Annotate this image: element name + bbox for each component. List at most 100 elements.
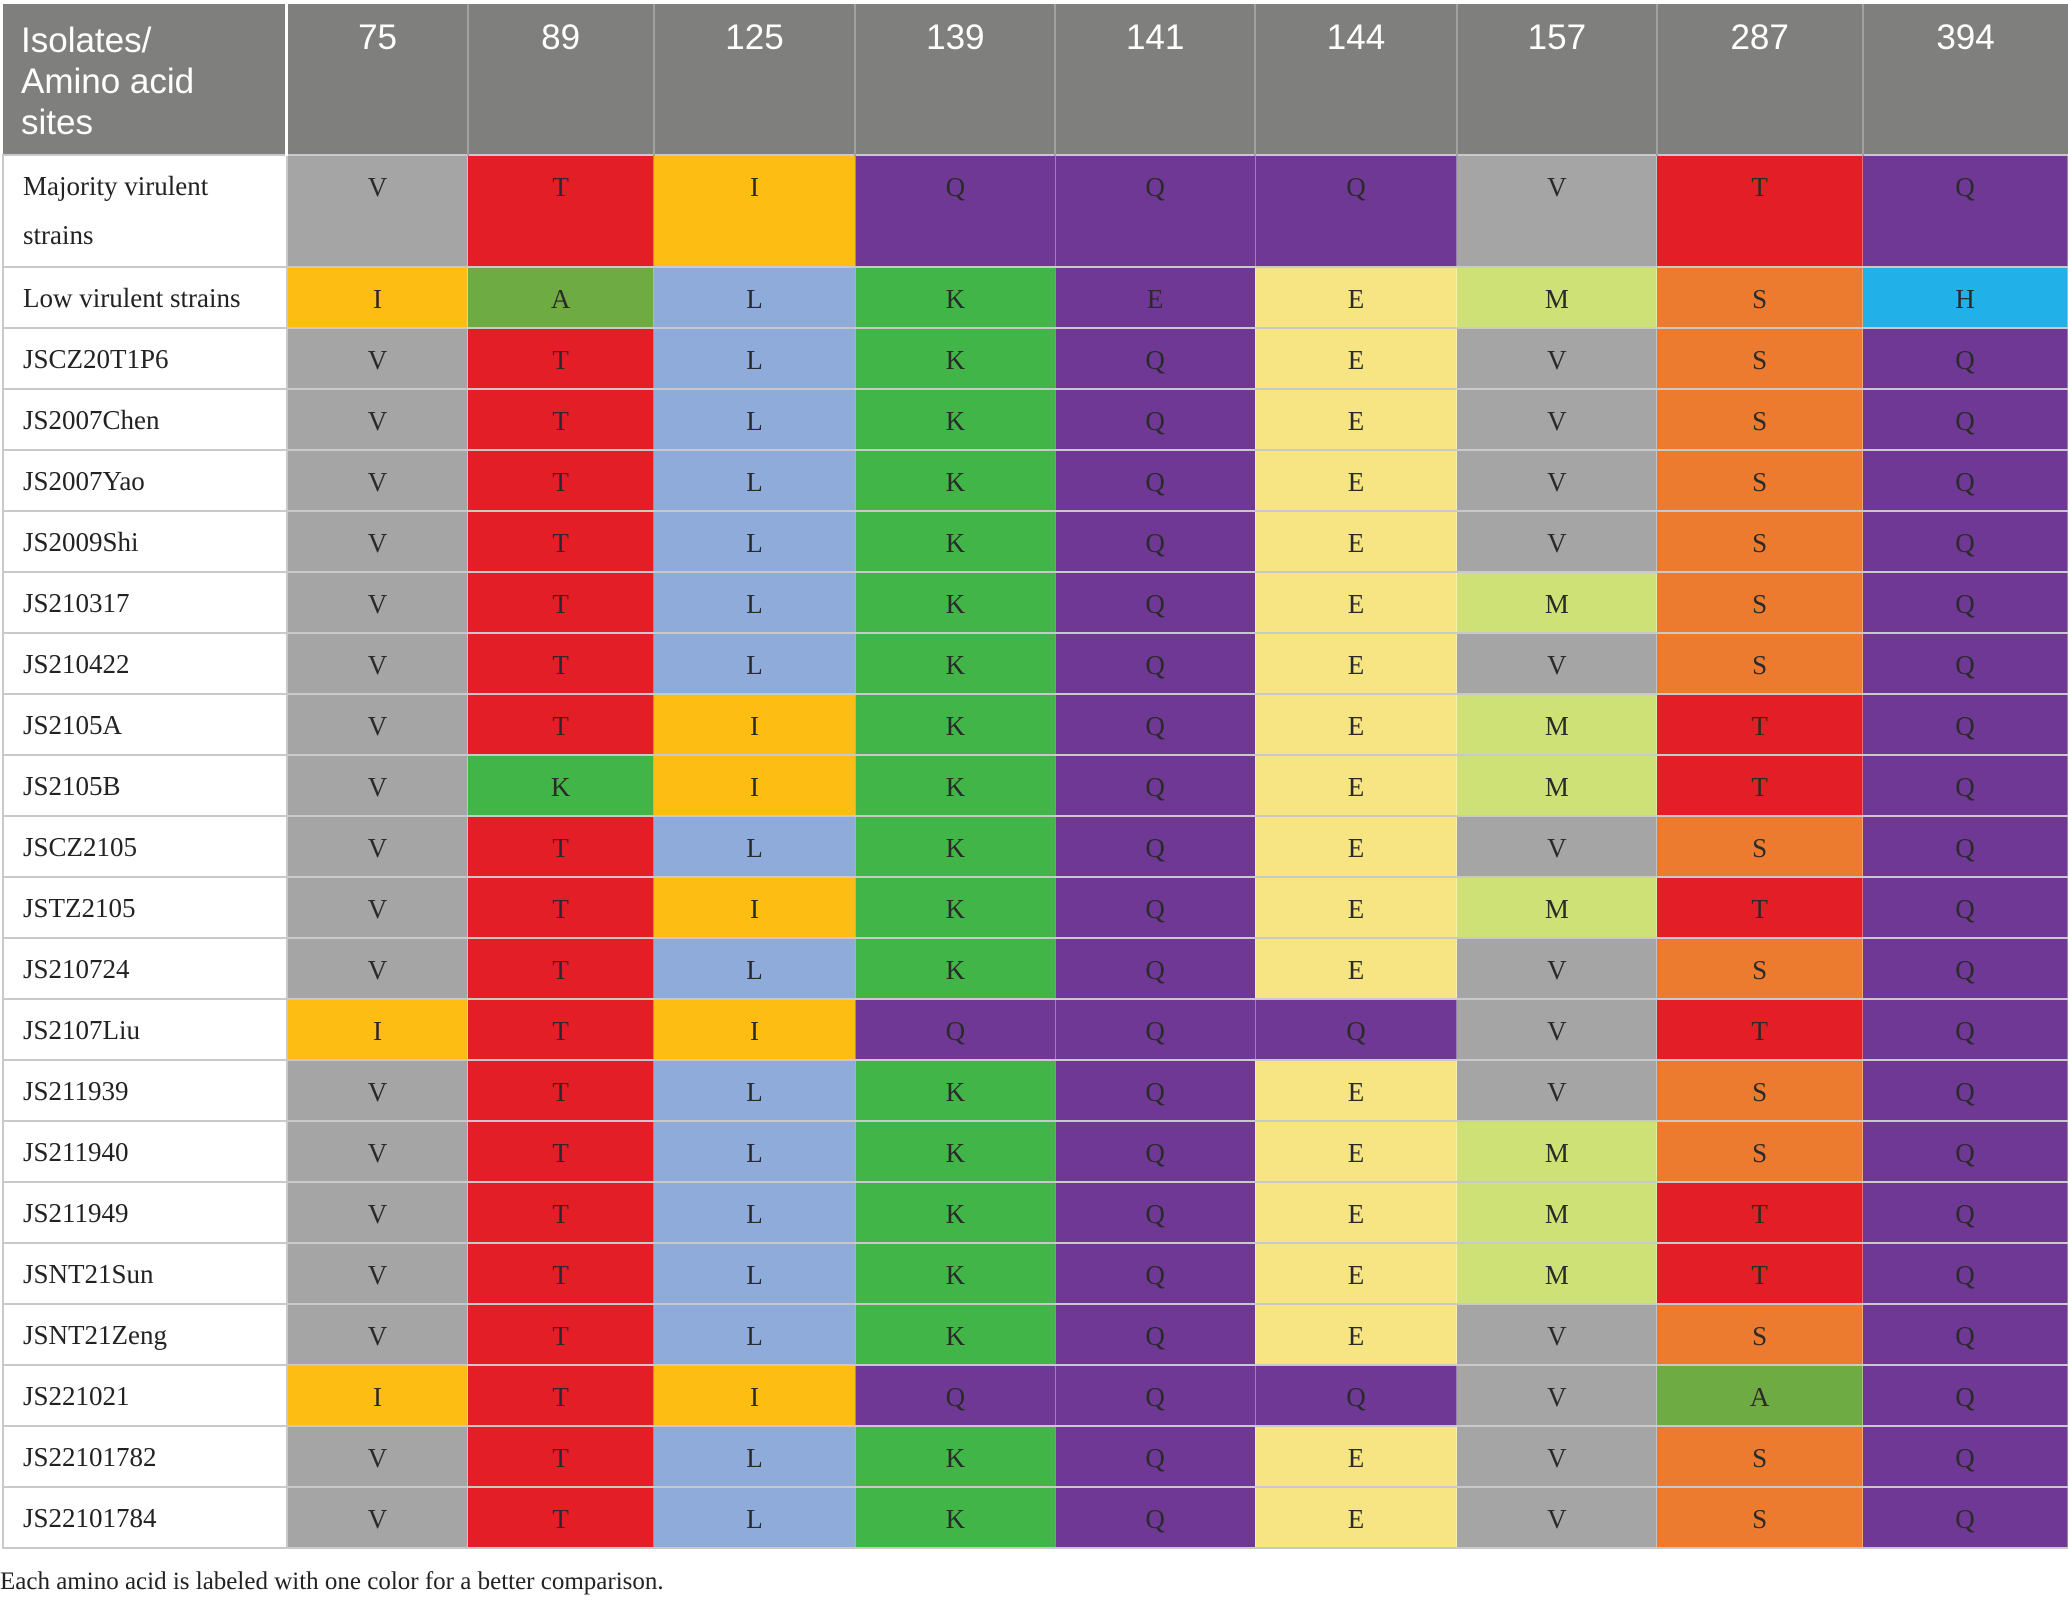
residue-cell: V: [286, 877, 469, 938]
table-row: JS22101782 V T L K Q E V S Q: [2, 1426, 2068, 1487]
residue-cell: Q: [1055, 1060, 1256, 1121]
isolate-name: JSCZ20T1P6: [2, 328, 288, 389]
residue-cell: E: [1255, 633, 1458, 694]
isolate-name: JS2105A: [2, 694, 288, 755]
residue-cell: S: [1656, 1060, 1864, 1121]
residue-cell: S: [1656, 572, 1864, 633]
residue-cell: Q: [1055, 633, 1256, 694]
residue-cell: E: [1255, 328, 1458, 389]
residue-cell: Q: [1055, 1243, 1256, 1304]
isolate-name: Majority virulent strains: [2, 155, 288, 267]
residue-cell: I: [653, 999, 856, 1060]
residue-cell: I: [653, 694, 856, 755]
table-row: JSCZ2105 V T L K Q E V S Q: [2, 816, 2068, 877]
table-row: Low virulent strains I A L K E E M S H: [2, 267, 2068, 328]
residue-cell: V: [1456, 511, 1658, 572]
residue-cell: V: [286, 328, 469, 389]
residue-cell: K: [855, 938, 1056, 999]
residue-cell: T: [467, 572, 655, 633]
residue-cell: Q: [1055, 938, 1256, 999]
site-header-89: 89: [467, 4, 655, 155]
table-row: JS2009Shi V T L K Q E V S Q: [2, 511, 2068, 572]
residue-cell: Q: [1055, 1121, 1256, 1182]
residue-cell: E: [1255, 755, 1458, 816]
residue-cell: L: [653, 1060, 856, 1121]
residue-cell: Q: [1055, 694, 1256, 755]
residue-cell: K: [855, 267, 1056, 328]
residue-cell: K: [855, 1182, 1056, 1243]
residue-cell: V: [286, 1060, 469, 1121]
residue-cell: T: [467, 328, 655, 389]
residue-cell: T: [467, 938, 655, 999]
residue-cell: H: [1862, 267, 2068, 328]
residue-cell: S: [1656, 1304, 1864, 1365]
residue-cell: V: [1456, 389, 1658, 450]
residue-cell: L: [653, 328, 856, 389]
residue-cell: M: [1456, 1121, 1658, 1182]
residue-cell: E: [1255, 572, 1458, 633]
residue-cell: Q: [855, 155, 1056, 267]
site-header-139: 139: [855, 4, 1057, 155]
residue-cell: Q: [1862, 450, 2068, 511]
residue-cell: S: [1656, 511, 1864, 572]
table-footnote: Each amino acid is labeled with one colo…: [0, 1568, 664, 1595]
residue-cell: V: [286, 155, 469, 267]
residue-cell: S: [1656, 1487, 1864, 1548]
residue-cell: V: [286, 1243, 469, 1304]
residue-cell: Q: [1862, 1365, 2068, 1426]
table-row: JSNT21Sun V T L K Q E M T Q: [2, 1243, 2068, 1304]
table-row: JS210422 V T L K Q E V S Q: [2, 633, 2068, 694]
table-row: JS211940 V T L K Q E M S Q: [2, 1121, 2068, 1182]
residue-cell: T: [467, 633, 655, 694]
residue-cell: S: [1656, 938, 1864, 999]
residue-cell: Q: [1862, 633, 2068, 694]
residue-cell: I: [653, 755, 856, 816]
residue-cell: S: [1656, 389, 1864, 450]
corner-header-line: Amino acid: [21, 62, 195, 101]
residue-cell: V: [1456, 633, 1658, 694]
residue-cell: V: [286, 1304, 469, 1365]
residue-cell: T: [467, 877, 655, 938]
residue-cell: Q: [1862, 1487, 2068, 1548]
residue-cell: E: [1255, 1121, 1458, 1182]
residue-cell: V: [286, 450, 469, 511]
residue-cell: K: [855, 694, 1056, 755]
residue-cell: L: [653, 1182, 856, 1243]
residue-cell: Q: [1055, 1182, 1256, 1243]
residue-cell: V: [286, 1487, 469, 1548]
residue-cell: T: [1656, 1182, 1864, 1243]
residue-cell: Q: [855, 999, 1056, 1060]
isolate-name: JS210317: [2, 572, 288, 633]
residue-cell: K: [855, 1304, 1056, 1365]
residue-cell: Q: [1055, 877, 1256, 938]
residue-cell: I: [286, 267, 469, 328]
residue-cell: K: [855, 816, 1056, 877]
isolate-name: JS211939: [2, 1060, 288, 1121]
site-header-287: 287: [1656, 4, 1864, 155]
residue-cell: Q: [1055, 155, 1256, 267]
residue-cell: T: [467, 1487, 655, 1548]
residue-cell: T: [1656, 877, 1864, 938]
table-row: JSCZ20T1P6 V T L K Q E V S Q: [2, 328, 2068, 389]
site-header-157: 157: [1456, 4, 1658, 155]
residue-cell: V: [1456, 1304, 1658, 1365]
residue-cell: S: [1656, 633, 1864, 694]
residue-cell: K: [467, 755, 655, 816]
residue-cell: Q: [1862, 1304, 2068, 1365]
residue-cell: V: [1456, 155, 1658, 267]
residue-cell: Q: [1055, 755, 1256, 816]
residue-cell: E: [1255, 816, 1458, 877]
residue-cell: V: [286, 633, 469, 694]
residue-cell: Q: [1862, 1121, 2068, 1182]
residue-cell: E: [1255, 1487, 1458, 1548]
residue-cell: T: [1656, 999, 1864, 1060]
residue-cell: T: [467, 450, 655, 511]
residue-cell: Q: [1055, 572, 1256, 633]
residue-cell: T: [467, 1121, 655, 1182]
residue-cell: K: [855, 511, 1056, 572]
residue-cell: Q: [1255, 999, 1458, 1060]
residue-cell: Q: [1055, 450, 1256, 511]
residue-cell: S: [1656, 450, 1864, 511]
residue-cell: K: [855, 1121, 1056, 1182]
residue-cell: Q: [1862, 877, 2068, 938]
